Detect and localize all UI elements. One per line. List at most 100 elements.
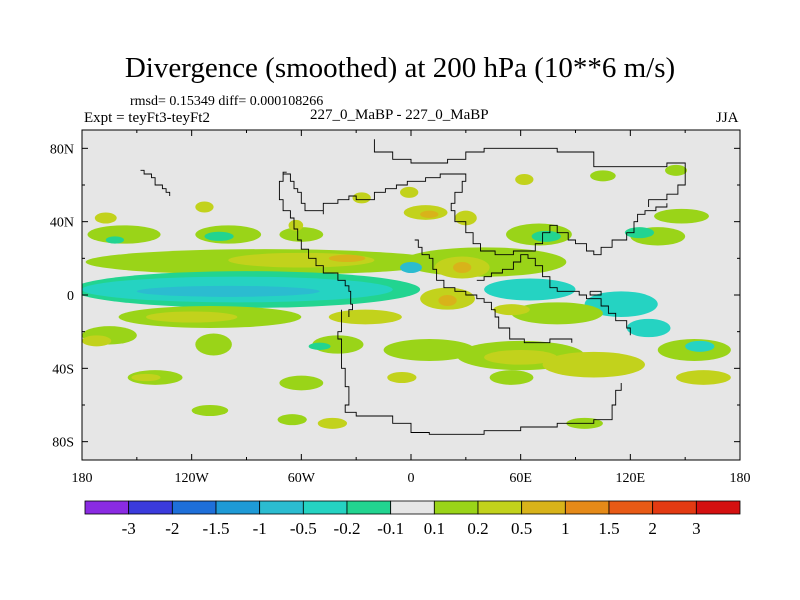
region-equatorial-blue [136,285,320,297]
colorbar-swatch [390,500,435,515]
chart-title: Divergence (smoothed) at 200 hPa (10**6 … [124,52,676,84]
colorbar-swatch [302,500,348,515]
region-southern-ocean-yellow-5 [317,417,348,429]
region-n-pacific-far-east-yellow [94,212,117,224]
region-far-east-green [665,164,687,176]
region-n-america-yellow [288,219,304,231]
field-regions [82,164,731,429]
region-southern-ocean-green-5 [277,414,307,426]
region-siberia-yellow [515,174,534,185]
colorbar-label: -3 [122,519,136,538]
colorbar-label: 1.5 [598,519,619,538]
region-s-indian-yellow [484,350,558,365]
region-southern-ocean-green-2 [279,375,324,391]
colorbar-swatch [695,500,741,515]
colorbar-swatch [84,500,130,515]
region-s-africa-green [383,339,475,361]
region-arctic-green-east [590,170,616,182]
colorbar-swatch [652,500,697,515]
region-s-pacific-green-2 [195,333,232,356]
coastline-north-america-outline [278,171,353,317]
region-arctic-yellow-1 [352,192,371,204]
colorbar-label: 1 [561,519,570,538]
colorbar-label: 0.1 [424,519,445,538]
colorbar-swatch [564,500,610,515]
region-w-africa-blue [400,262,422,273]
region-arctic-yellow-2 [400,186,419,198]
region-southern-ocean-green-4 [191,405,229,416]
region-s-indian-yellow-2 [542,351,645,378]
region-indian-cyan [484,278,576,301]
region-n-america-west-green [279,227,324,242]
region-n-tropic-orange [328,254,366,262]
region-n-pacific-yellow [195,201,214,213]
coastline-africa-outline [414,239,573,344]
region-europe-orange [420,210,439,218]
region-africa-orange [453,262,472,273]
region-s-pacific-cyan-east [685,340,715,352]
coastline-eurasia-outline [283,173,668,256]
colorbar-label: -0.1 [377,519,404,538]
x-tick-label: 0 [408,471,415,486]
region-maritime-cyan [584,291,658,317]
region-southern-ocean-yellow-2 [387,372,417,383]
x-tick-label: 60W [288,471,316,486]
coastline-arctic-outline [373,139,686,207]
experiment-label: Expt = teyFt3-teyFt2 [84,110,210,126]
colorbar-label: 0.5 [511,519,532,538]
region-s-africa-orange [438,295,457,306]
colorbar-label: -1 [253,519,267,538]
region-s-pacific-yellow-east [676,370,731,385]
x-tick-label: 120W [175,471,210,486]
region-s-atlantic-cyan [308,342,331,351]
y-tick-label: 80N [50,142,74,157]
region-southern-ocean-green-3 [489,370,534,385]
colorbar-label: -0.2 [334,519,361,538]
colorbar-label: 3 [692,519,701,538]
stats-label: rmsd= 0.15349 diff= 0.000108266 [130,94,324,109]
colorbar: -3 -2 -1.5 -1 -0.5 -0.2 -0.1 0.1 0.2 0.5 1 1.5 2 3 [84,500,741,538]
region-c-asia-cyan [531,230,561,242]
y-tick-label: 80S [52,436,74,451]
region-pacific-yellow-south [145,311,238,323]
region-e-asia-cyan [624,227,655,239]
colorbar-swatch [171,500,217,515]
x-tick-label: 180 [72,471,93,486]
coastline-east-africa-outline [476,254,631,336]
colorbar-label: -0.5 [290,519,317,538]
colorbar-label: 2 [648,519,657,538]
colorbar-swatch [608,500,654,515]
region-australia-cyan [626,318,671,338]
coastline-islands-block [589,290,602,296]
y-tick-label: 0 [67,289,74,304]
colorbar-swatch [128,500,173,515]
season-label: JJA [716,110,739,126]
y-tick-label: 40S [52,362,74,377]
region-asia-green [654,208,709,224]
region-n-pacific-west-green [87,225,161,244]
continent-outlines [140,139,686,435]
region-indian-green-south [511,302,603,325]
region-n-pacific-west-cyan [105,236,125,244]
coastline-south-america-outline [337,309,622,435]
y-tick-label: 40N [50,216,74,231]
x-tick-label: 180 [730,471,751,486]
region-s-pacific-yellow-1 [82,335,112,347]
colorbar-swatch [521,500,566,515]
region-indian-yellow-south [493,304,530,316]
model-label: 227_0_MaBP - 227_0_MaBP [310,107,489,123]
region-s-america-yellow [328,309,402,325]
colorbar-label: 0.2 [467,519,488,538]
colorbar-swatch [215,500,261,515]
coastline-small-island [140,169,171,196]
colorbar-label: -2 [165,519,179,538]
x-tick-label: 120E [616,471,646,486]
region-southern-ocean-yellow-1 [131,373,161,382]
x-tick-label: 60E [509,471,532,486]
colorbar-label: -1.5 [203,519,230,538]
colorbar-swatch [477,500,523,515]
colorbar-swatch [346,500,392,515]
colorbar-swatch [259,500,304,515]
colorbar-swatch [433,500,479,515]
